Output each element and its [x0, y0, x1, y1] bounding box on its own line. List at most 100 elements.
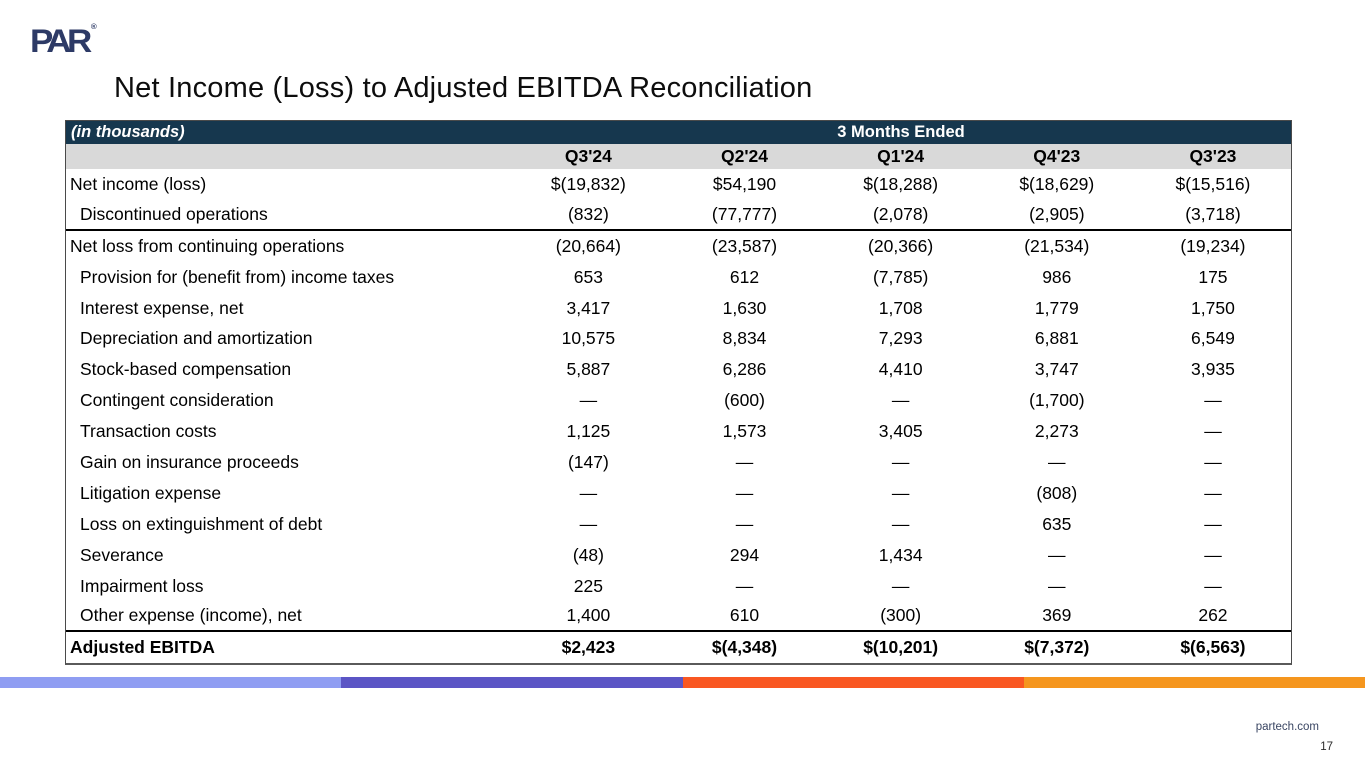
- cell-value: $(4,348): [711, 637, 778, 658]
- cell-value: —: [735, 482, 754, 503]
- cell-value: 610: [729, 605, 760, 626]
- cell-value: 1,400: [566, 605, 611, 626]
- cell-value: 653: [573, 266, 603, 287]
- table-body: Net income (loss) $(19,832) $54,190 $(18,28…: [66, 169, 1291, 663]
- row-label: Severance: [80, 544, 164, 565]
- row-label: Stock-based compensation: [80, 359, 292, 380]
- cell-value: 1,750: [1191, 297, 1235, 318]
- cell-value: (20,664): [555, 235, 621, 256]
- table-row: Net income (loss) $(19,832) $54,190 $(18,28…: [66, 169, 1291, 200]
- par-logo: PAR ®: [30, 22, 97, 60]
- row-label: Impairment loss: [80, 575, 204, 596]
- cell-value: —: [735, 451, 754, 472]
- cell-value: 3,405: [878, 421, 923, 442]
- cell-value: (7,785): [872, 266, 929, 287]
- cell-value: $(7,372): [1024, 637, 1090, 658]
- row-label: Discontinued operations: [80, 203, 268, 224]
- cell-value: $(15,516): [1175, 173, 1251, 194]
- cell-value: —: [579, 390, 598, 411]
- page-number: 17: [1320, 741, 1333, 753]
- registered-mark-icon: ®: [90, 22, 97, 31]
- cell-value: —: [1048, 544, 1066, 565]
- row-label: Net loss from continuing operations: [70, 235, 345, 256]
- cell-value: $(18,288): [863, 173, 939, 194]
- cell-value: —: [1204, 390, 1222, 411]
- cell-value: 175: [1198, 266, 1228, 287]
- cell-value: 1,573: [722, 421, 767, 442]
- cell-value: 612: [729, 266, 760, 287]
- column-header-row: Q3'24 Q2'24 Q1'24 Q4'23 Q3'23: [66, 144, 1291, 169]
- table-header-bar: (in thousands) 3 Months Ended: [66, 121, 1291, 144]
- table-row: Severance (48) 294 1,434 — —: [66, 540, 1291, 571]
- row-label: Other expense (income), net: [80, 605, 302, 626]
- cell-value: (23,587): [711, 235, 778, 256]
- cell-value: —: [891, 390, 910, 411]
- cell-value: —: [1204, 421, 1222, 442]
- table-row: Stock-based compensation 5,887 6,286 4,410 3…: [66, 354, 1291, 385]
- table-row: Litigation expense — — — (808) —: [66, 478, 1291, 509]
- cell-value: —: [579, 513, 598, 534]
- cell-value: —: [891, 513, 910, 534]
- table-row: Impairment loss 225 — — — —: [66, 571, 1291, 602]
- column-header-3: Q4'23: [1033, 146, 1081, 166]
- cell-value: (2,905): [1029, 203, 1085, 224]
- cell-value: (20,366): [868, 235, 934, 256]
- units-label: (in thousands): [71, 123, 185, 141]
- cell-value: (600): [724, 390, 765, 411]
- cell-value: —: [891, 482, 910, 503]
- table-row: Gain on insurance proceeds (147) — — — —: [66, 447, 1291, 478]
- cell-value: (147): [567, 451, 609, 472]
- table-row: Contingent consideration — (600) — (1,700) —: [66, 385, 1291, 416]
- par-logo-text: PAR: [30, 23, 92, 60]
- cell-value: —: [1204, 575, 1222, 596]
- cell-value: 5,887: [566, 359, 611, 380]
- page-title: Net Income (Loss) to Adjusted EBITDA Rec…: [114, 72, 813, 104]
- cell-value: 8,834: [722, 328, 767, 349]
- cell-value: 369: [1042, 605, 1072, 626]
- brand-stripe: [0, 677, 1365, 688]
- row-label: Loss on extinguishment of debt: [80, 513, 323, 534]
- cell-value: (48): [572, 544, 604, 565]
- table-row: Discontinued operations (832) (77,777) (2,0…: [66, 200, 1291, 231]
- stripe-segment-4: [1023, 677, 1365, 688]
- table-row: Transaction costs 1,125 1,573 3,405 2,273 —: [66, 416, 1291, 447]
- cell-value: 986: [1042, 266, 1072, 287]
- cell-value: 7,293: [878, 328, 923, 349]
- cell-value: —: [1204, 451, 1222, 472]
- cell-value: $2,423: [561, 637, 616, 658]
- cell-value: —: [1204, 513, 1222, 534]
- stripe-segment-3: [682, 677, 1024, 688]
- cell-value: 3,417: [566, 297, 611, 318]
- table-row: Other expense (income), net 1,400 610 (300)…: [66, 601, 1291, 633]
- cell-value: (1,700): [1029, 390, 1085, 411]
- table-row: Net loss from continuing operations (20,6…: [66, 231, 1291, 262]
- reconciliation-table: (in thousands) 3 Months Ended Q3'24 Q2'24…: [65, 120, 1292, 666]
- stripe-segment-1: [0, 677, 342, 688]
- cell-value: 1,125: [566, 421, 611, 442]
- cell-value: (808): [1036, 482, 1078, 503]
- cell-value: 262: [1198, 605, 1228, 626]
- cell-value: —: [1204, 544, 1222, 565]
- table-row: Adjusted EBITDA $2,423 $(4,348) $(10,201) $(…: [66, 632, 1291, 663]
- table-row: Provision for (benefit from) income taxe…: [66, 262, 1291, 293]
- row-label: Contingent consideration: [80, 390, 274, 411]
- column-header-4: Q3'23: [1189, 146, 1237, 166]
- group-header: 3 Months Ended: [837, 123, 965, 141]
- cell-value: 6,549: [1191, 328, 1235, 349]
- row-label: Gain on insurance proceeds: [80, 451, 299, 472]
- cell-value: 6,286: [722, 359, 767, 380]
- cell-value: 294: [729, 544, 760, 565]
- cell-value: —: [579, 482, 598, 503]
- table-row: Loss on extinguishment of debt — — — 635 —: [66, 509, 1291, 540]
- cell-value: 4,410: [878, 359, 923, 380]
- cell-value: (3,718): [1185, 203, 1241, 224]
- cell-value: —: [891, 451, 910, 472]
- cell-value: (832): [567, 203, 609, 224]
- stripe-segment-2: [341, 677, 683, 688]
- cell-value: 635: [1042, 513, 1072, 534]
- column-header-1: Q2'24: [721, 146, 768, 166]
- cell-value: (300): [880, 605, 922, 626]
- cell-value: 3,747: [1034, 359, 1079, 380]
- cell-value: 1,779: [1034, 297, 1079, 318]
